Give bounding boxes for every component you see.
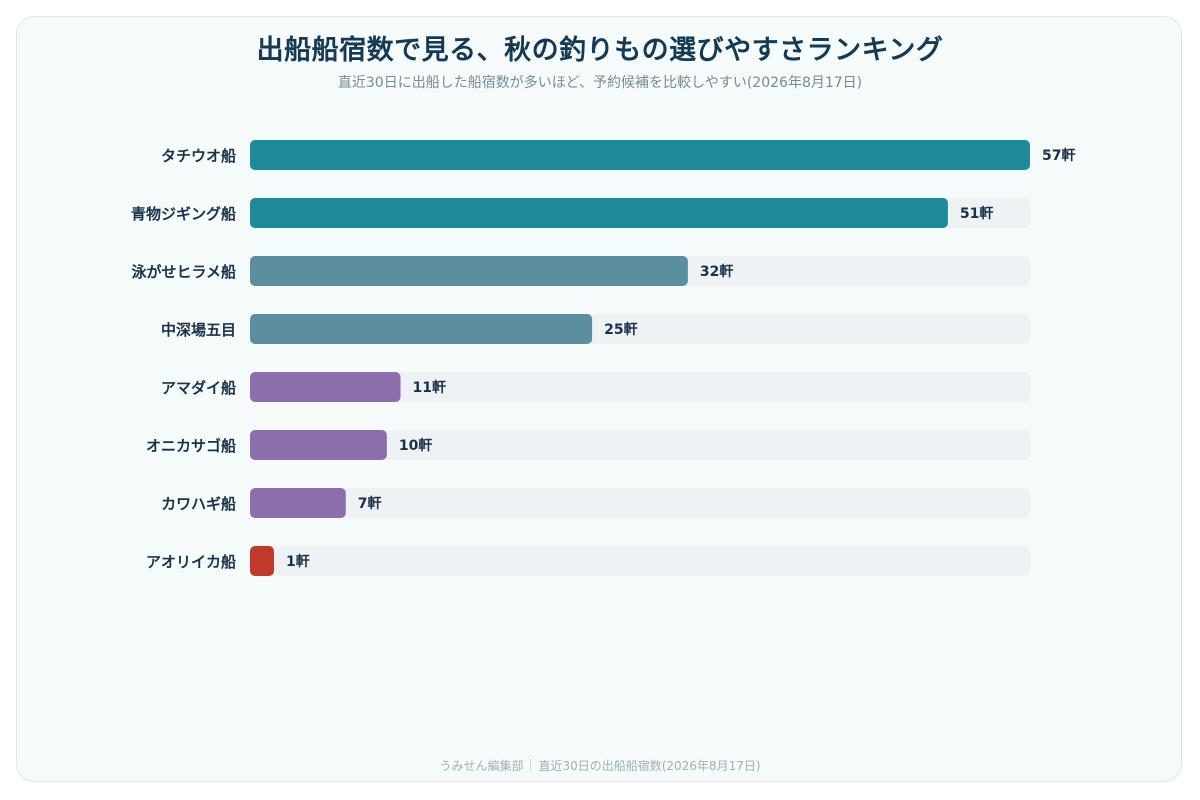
value-label: 11軒 — [413, 379, 446, 396]
value-label: 25軒 — [604, 321, 637, 338]
category-label: 中深場五目 — [161, 321, 236, 339]
value-label: 57軒 — [1042, 147, 1075, 164]
bar-track — [250, 488, 1030, 518]
category-label: 泳がせヒラメ船 — [130, 263, 236, 281]
value-label: 51軒 — [960, 205, 993, 222]
category-label: アマダイ船 — [161, 379, 236, 397]
bar — [250, 256, 688, 286]
bar-track — [250, 372, 1030, 402]
category-label: カワハギ船 — [161, 495, 236, 513]
value-label: 7軒 — [358, 495, 382, 512]
chart-subtitle: 直近30日に出船した船宿数が多いほど、予約候補を比較しやすい(2026年8月17… — [337, 75, 863, 91]
category-label: オニカサゴ船 — [146, 437, 236, 455]
category-label: アオリイカ船 — [146, 553, 236, 571]
bar — [250, 372, 401, 402]
bar — [250, 198, 948, 228]
bar — [250, 546, 274, 576]
footer-divider — [530, 759, 532, 771]
bar-track — [250, 430, 1030, 460]
chart-title: 出船船宿数で見る、秋の釣りもの選びやすさランキング — [256, 35, 944, 66]
value-label: 10軒 — [399, 437, 432, 454]
category-label: タチウオ船 — [161, 147, 236, 165]
chart-footer: うみせん編集部 直近30日の出船船宿数(2026年8月17日) — [0, 757, 1200, 774]
footer-note: 直近30日の出船船宿数(2026年8月17日) — [538, 759, 761, 773]
bar — [250, 488, 346, 518]
footer-source: うみせん編集部 — [439, 759, 524, 773]
bar — [250, 430, 387, 460]
value-label: 32軒 — [700, 263, 733, 280]
bar — [250, 140, 1030, 170]
bar — [250, 314, 593, 344]
category-label: 青物ジギング船 — [131, 205, 236, 223]
value-label: 1軒 — [286, 553, 310, 570]
bar-track — [250, 546, 1030, 576]
